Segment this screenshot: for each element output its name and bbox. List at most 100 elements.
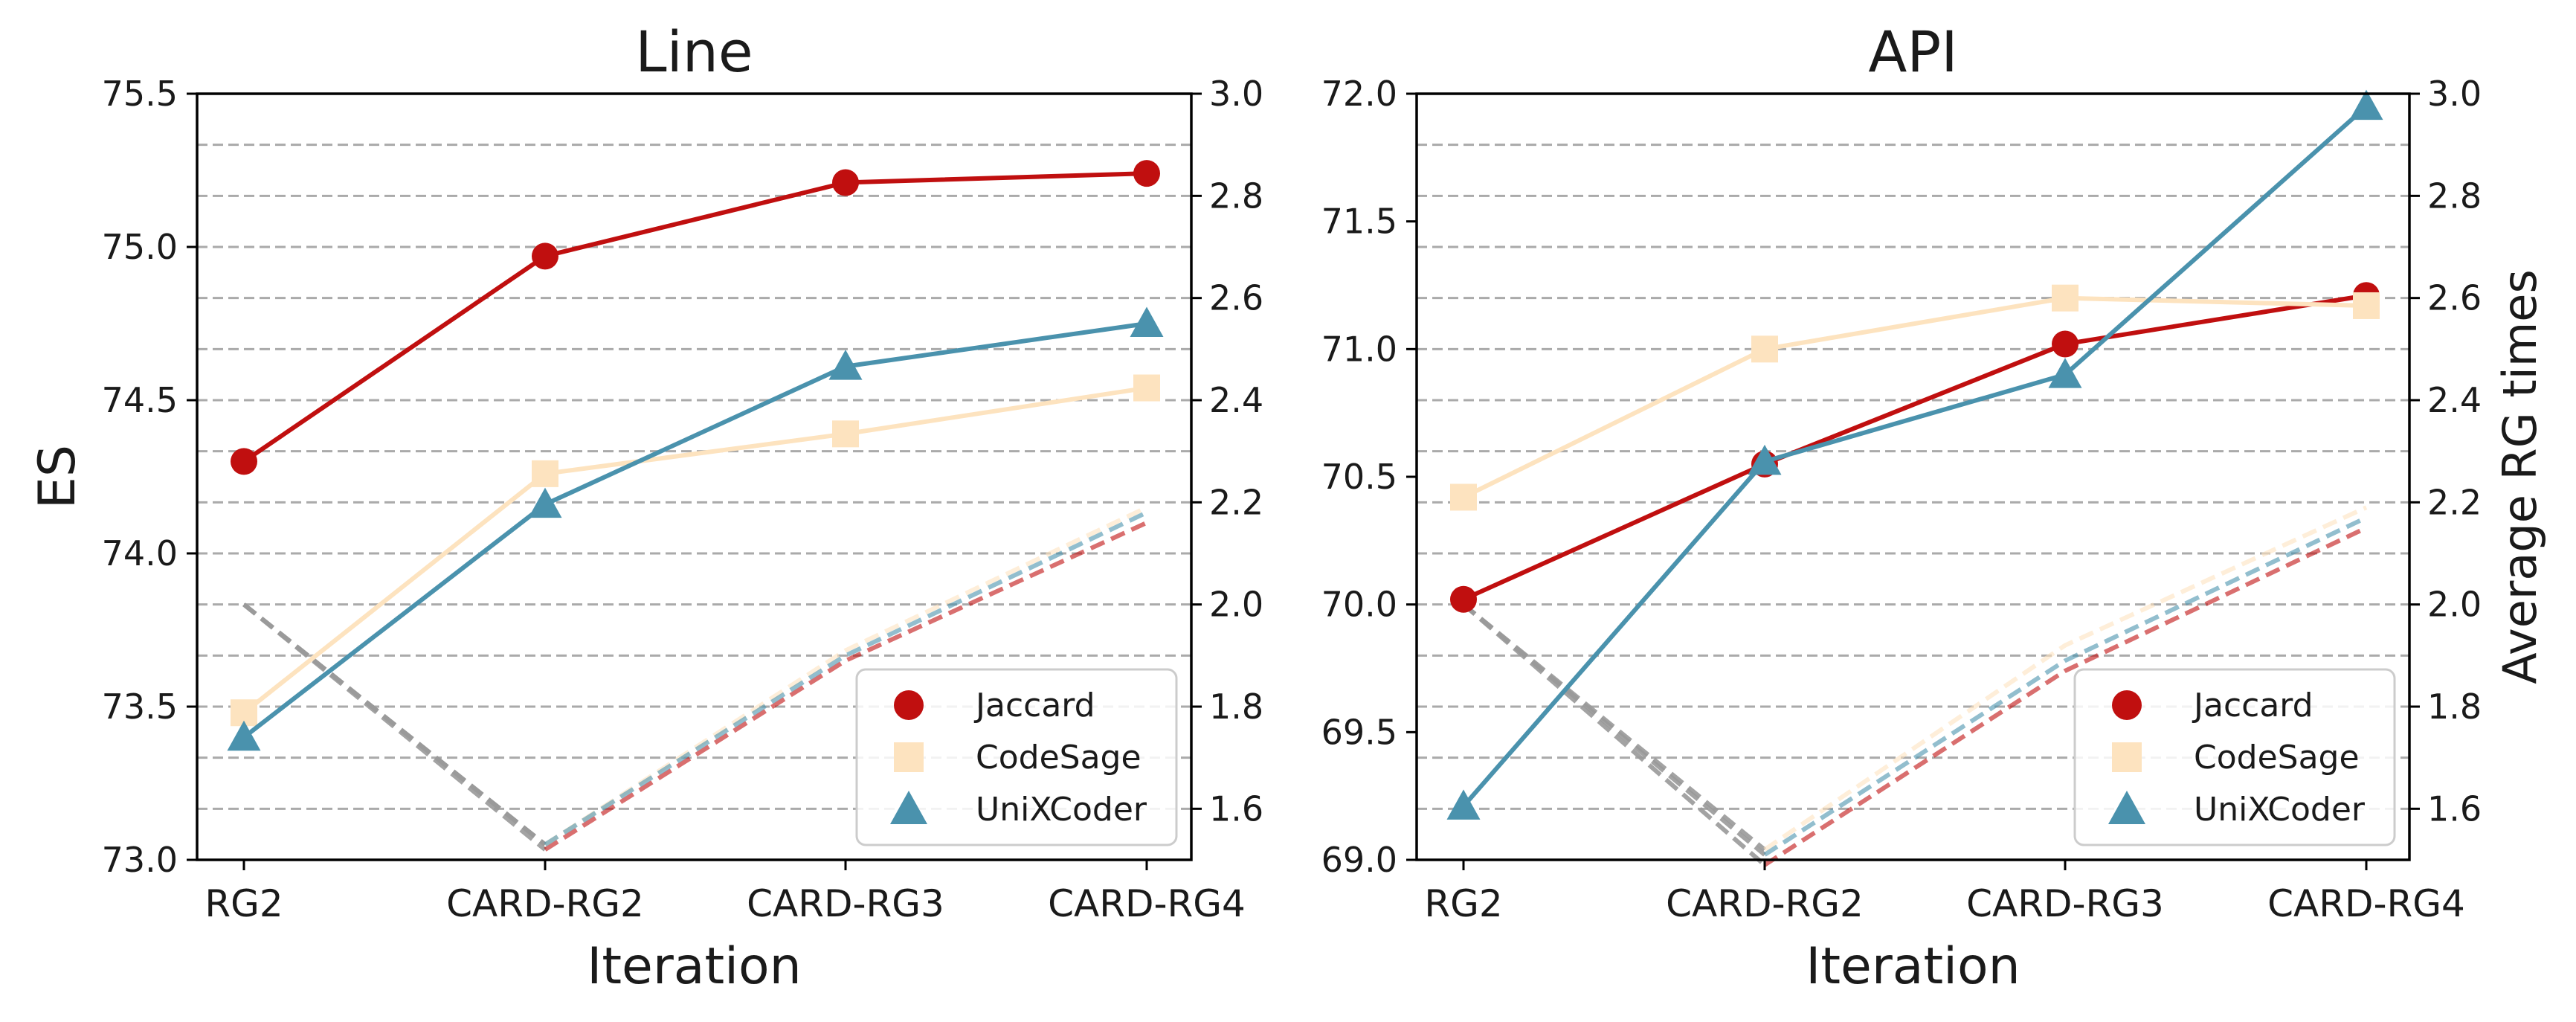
- x-tick-label: CARD-RG2: [446, 882, 644, 925]
- x-axis-label: Iteration: [1806, 937, 2020, 996]
- y-tick-label: 74.0: [102, 533, 178, 573]
- x-tick-label: CARD-RG4: [2267, 882, 2465, 925]
- y2-tick-label: 2.2: [1209, 482, 1263, 522]
- data-point-jaccard-0: [1450, 585, 1477, 613]
- y2-tick-label: 2.4: [2427, 380, 2482, 420]
- y-tick-label: 69.0: [1321, 840, 1397, 880]
- x-tick-label: RG2: [205, 882, 283, 925]
- legend-marker-jaccard: [894, 690, 924, 720]
- x-tick-label: CARD-RG3: [747, 882, 944, 925]
- legend-label-jaccard: Jaccard: [2192, 687, 2313, 724]
- rg-times-line-jaccard-start: [1462, 602, 1766, 867]
- x-tick-label: RG2: [1424, 882, 1502, 925]
- y-tick-label: 73.5: [102, 687, 178, 727]
- data-point-codesage-2: [2052, 284, 2078, 312]
- legend-box: [2073, 668, 2396, 846]
- legend-marker-codesage: [2112, 742, 2142, 772]
- rg-times-line-unixcoder: [544, 510, 1148, 846]
- x-tick-label: CARD-RG2: [1666, 882, 1864, 925]
- data-point-jaccard-1: [532, 242, 558, 270]
- y2-tick-label: 2.4: [1209, 380, 1263, 420]
- y2-tick-label: 2.0: [2427, 585, 2482, 625]
- series-line-codesage: [242, 385, 1147, 715]
- y2-tick-label: 3.0: [2427, 74, 2482, 114]
- legend-label-unixcoder: UniXCoder: [2194, 791, 2366, 829]
- x-tick-label: CARD-RG3: [1966, 882, 2164, 925]
- data-point-unixcoder-3: [1130, 306, 1164, 337]
- y-tick-label: 71.5: [1321, 202, 1397, 242]
- legend-label-jaccard: Jaccard: [973, 687, 1095, 724]
- data-point-jaccard-0: [231, 448, 257, 475]
- series-line-jaccard: [1462, 293, 2367, 602]
- y-tick-label: 69.5: [1321, 712, 1397, 752]
- series-line-codesage: [1462, 295, 2367, 500]
- rg-times-line-unixcoder-start: [1462, 602, 1766, 857]
- chart-panel-line: 73.0 73.5 74.0 74.5 75.0 75.5 1.6 1.8 2.0 2.2 2.4 2…: [28, 19, 1263, 996]
- y2-tick-label: 2.6: [2427, 278, 2482, 318]
- plot-frame: [196, 92, 1193, 861]
- y-tick-label: 72.0: [1321, 74, 1397, 114]
- legend: Jaccard CodeSage UniXCoder: [855, 668, 1178, 846]
- x-axis-label: Iteration: [587, 937, 801, 996]
- data-point-jaccard-3: [1133, 160, 1160, 187]
- data-point-unixcoder-1: [528, 487, 562, 518]
- legend-marker-unixcoder: [890, 791, 927, 824]
- y-tick-label: 73.0: [102, 840, 178, 880]
- legend-marker-codesage: [894, 742, 924, 772]
- y2-tick-label: 2.8: [2427, 176, 2482, 216]
- rg-times-line-unixcoder-start: [242, 602, 547, 846]
- series-line-jaccard: [242, 171, 1147, 463]
- series-line-unixcoder: [242, 321, 1147, 739]
- data-point-codesage-3: [2353, 292, 2380, 319]
- data-point-codesage-0: [1450, 483, 1477, 511]
- legend: Jaccard CodeSage UniXCoder: [2073, 668, 2396, 846]
- y-axis-label: ES: [28, 445, 87, 509]
- y2-tick-label: 3.0: [1209, 74, 1263, 114]
- y2-tick-label: 2.6: [1209, 278, 1263, 318]
- legend-marker-unixcoder: [2108, 791, 2145, 824]
- y2-tick-label: 2.8: [1209, 176, 1263, 216]
- data-point-unixcoder-3: [2349, 89, 2383, 120]
- y2-tick-label: 1.6: [1209, 788, 1263, 829]
- y-tick-label: 74.5: [102, 380, 178, 420]
- legend-marker-jaccard: [2112, 690, 2142, 720]
- data-point-codesage-1: [532, 460, 558, 487]
- y2-tick-label: 1.6: [2427, 788, 2482, 829]
- data-point-codesage-3: [1133, 374, 1160, 402]
- y-tick-label: 75.5: [102, 74, 178, 114]
- data-point-unixcoder-0: [1446, 789, 1481, 820]
- data-point-unixcoder-1: [1748, 444, 1782, 475]
- y-tick-label: 71.0: [1321, 329, 1397, 369]
- y2-tick-label: 2.0: [1209, 585, 1263, 625]
- legend-label-codesage: CodeSage: [976, 739, 1142, 777]
- y2-tick-label: 1.8: [2427, 687, 2482, 727]
- legend-label-unixcoder: UniXCoder: [976, 791, 1147, 829]
- chart-title: Line: [635, 19, 753, 85]
- data-point-jaccard-2: [2052, 330, 2078, 358]
- rg-times-line-jaccard: [544, 521, 1148, 852]
- data-point-unixcoder-2: [828, 350, 863, 380]
- legend-label-codesage: CodeSage: [2194, 739, 2360, 777]
- rg-times-line-jaccard: [1763, 525, 2368, 867]
- data-point-codesage-1: [1751, 335, 1778, 363]
- y-tick-label: 70.0: [1321, 585, 1397, 625]
- x-tick-label: CARD-RG4: [1048, 882, 1246, 925]
- rg-times-line-unixcoder: [1763, 515, 2368, 857]
- y2-axis-label: Average RG times: [2493, 269, 2547, 684]
- rg-times-line-jaccard-start: [242, 602, 547, 852]
- legend-box: [855, 668, 1178, 846]
- chart-panel-api: 69.0 69.5 70.0 70.5 71.0 71.5 72.0 1.6 1.8 2.0 2.2…: [1321, 19, 2547, 996]
- rg-times-line-codesage: [1763, 505, 2368, 852]
- data-point-jaccard-2: [832, 169, 859, 196]
- y2-tick-label: 2.2: [2427, 482, 2482, 522]
- data-point-unixcoder-0: [227, 720, 261, 751]
- y-tick-label: 70.5: [1321, 457, 1397, 497]
- chart-title: API: [1868, 19, 1957, 85]
- data-point-unixcoder-2: [2048, 358, 2082, 388]
- rg-times-line-codesage-start: [1462, 602, 1766, 852]
- series-line-unixcoder: [1461, 104, 2368, 808]
- data-point-codesage-2: [832, 420, 859, 448]
- y-tick-label: 75.0: [102, 227, 178, 267]
- y2-tick-label: 1.8: [1209, 687, 1263, 727]
